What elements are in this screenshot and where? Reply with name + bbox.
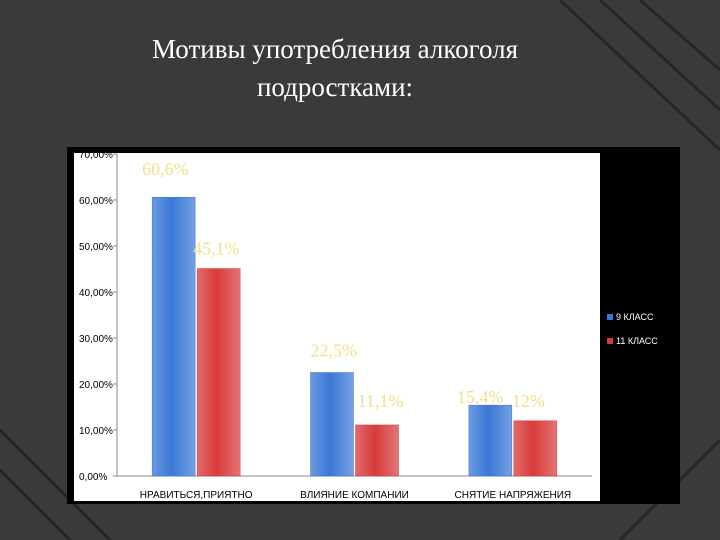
chart-container: 0,00% 10,00% 20,00% 30,00% 40,00% 50,00% 60,00…	[67, 147, 680, 504]
data-label: 12%	[512, 391, 545, 411]
data-label: 22,5%	[311, 341, 358, 361]
y-tick-label: 40,00%	[79, 288, 113, 299]
bar-series-2	[513, 420, 558, 477]
legend-label: 11 КЛАСС	[616, 336, 658, 346]
slide-title: Мотивы употребления алкоголя подростками…	[0, 30, 670, 106]
y-tick-label: 70,00%	[79, 150, 113, 161]
legend-swatch	[607, 314, 613, 320]
y-tick-label: 50,00%	[79, 242, 113, 253]
slide-title-line-2: подростками:	[256, 72, 414, 102]
data-label: 11,1%	[358, 391, 404, 411]
bar-chart: 0,00% 10,00% 20,00% 30,00% 40,00% 50,00% 60,00…	[74, 150, 658, 501]
legend-swatch	[607, 338, 613, 344]
legend-label: 9 КЛАСС	[616, 312, 654, 322]
y-tick-label: 20,00%	[79, 380, 113, 391]
x-tick-label: ВЛИЯНИЕ КОМПАНИИ	[300, 490, 409, 501]
y-tick-label: 10,00%	[79, 426, 113, 437]
bar-series-2	[355, 424, 399, 477]
y-tick-label: 0,00%	[79, 472, 107, 483]
x-tick-label: НРАВИТЬСЯ,ПРИЯТНО	[140, 490, 253, 501]
data-label: 60,6%	[142, 159, 189, 179]
bar-series-1	[468, 404, 513, 477]
data-label: 15,4%	[457, 387, 504, 407]
y-tick-label: 30,00%	[79, 334, 113, 345]
data-label: 45,1%	[193, 239, 240, 259]
bar-series-1	[151, 196, 196, 477]
y-tick-label: 60,00%	[79, 196, 113, 207]
bar-series-2	[196, 268, 241, 477]
slide-title-line-1: Мотивы употребления алкоголя	[151, 34, 519, 64]
bar-series-1	[310, 372, 354, 477]
x-tick-label: СНЯТИЕ НАПРЯЖЕНИЯ	[455, 490, 572, 501]
